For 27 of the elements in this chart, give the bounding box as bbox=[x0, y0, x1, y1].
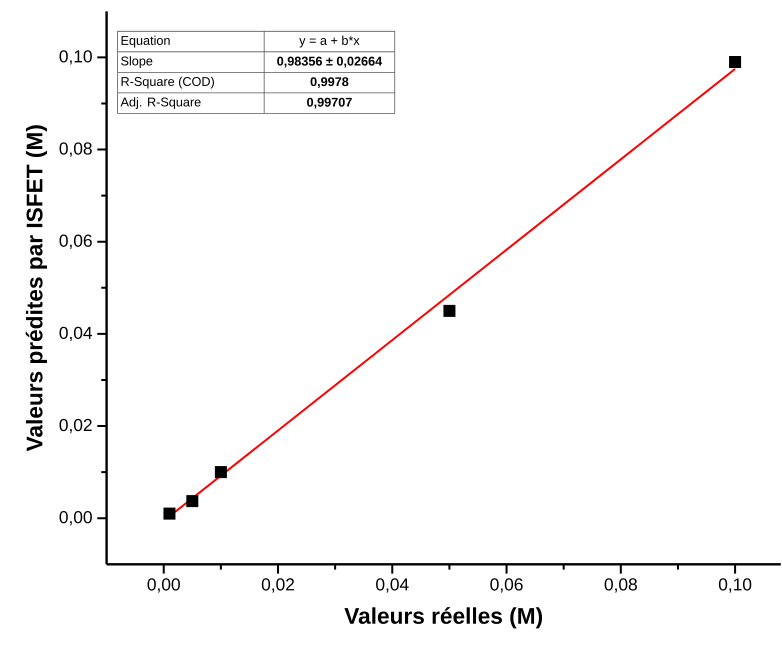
y-tick-label: 0,08 bbox=[60, 142, 92, 157]
point bbox=[163, 508, 176, 520]
annotation: R-Square (COD) bbox=[122, 76, 214, 89]
y-tick-label: 0,04 bbox=[60, 326, 92, 342]
x-tick-label: 0,04 bbox=[376, 578, 409, 593]
point bbox=[186, 495, 198, 508]
x-tick-label: 0,02 bbox=[262, 578, 294, 593]
annotation: Adj. R-Square bbox=[120, 97, 201, 110]
point bbox=[214, 466, 227, 478]
y-axis-title: Valeurs prédites par ISFET (M) bbox=[26, 126, 48, 452]
y-tick-label: 0,02 bbox=[60, 419, 92, 434]
annotation: Slope bbox=[121, 56, 152, 68]
x-tick-label: 0,08 bbox=[604, 578, 637, 593]
y-tick-label: 0,06 bbox=[60, 234, 92, 250]
y-tick-label: 0,10 bbox=[60, 50, 92, 65]
point bbox=[729, 56, 742, 68]
annotation: Equation bbox=[122, 36, 170, 48]
annotation: y = a + b*x bbox=[299, 36, 360, 48]
y-tick-label: 0,00 bbox=[60, 511, 92, 526]
x-tick-label: 0,00 bbox=[148, 578, 180, 593]
x-tick-label: 0,06 bbox=[490, 578, 523, 593]
x-tick-label: 0,10 bbox=[718, 578, 752, 593]
annotation: 0,98356 ± 0,02664 bbox=[277, 56, 382, 68]
point bbox=[443, 305, 456, 318]
x-axis-title: Valeurs réelles (M) bbox=[344, 607, 542, 629]
annotation: 0,99707 bbox=[307, 98, 352, 109]
annotation: 0,9978 bbox=[310, 77, 348, 88]
